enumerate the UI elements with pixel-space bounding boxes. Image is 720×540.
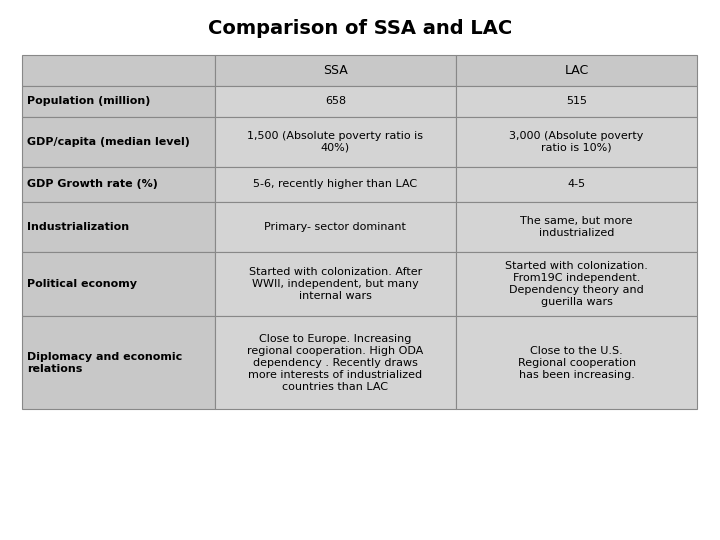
Text: Political economy: Political economy <box>27 279 137 289</box>
Bar <box>215 252 456 316</box>
Bar <box>22 55 215 86</box>
Text: 658: 658 <box>325 96 346 106</box>
Bar <box>215 316 456 409</box>
Text: Primary- sector dominant: Primary- sector dominant <box>264 222 406 232</box>
Bar <box>215 202 456 252</box>
Bar <box>456 117 698 167</box>
Text: Started with colonization. After
WWII, independent, but many
internal wars: Started with colonization. After WWII, i… <box>248 267 422 301</box>
Bar <box>22 316 215 409</box>
Text: 5-6, recently higher than LAC: 5-6, recently higher than LAC <box>253 179 418 190</box>
Bar <box>456 86 698 117</box>
Text: GDP/capita (median level): GDP/capita (median level) <box>27 137 190 147</box>
Bar <box>215 117 456 167</box>
Bar <box>22 86 215 117</box>
Bar <box>215 167 456 202</box>
Text: Industrialization: Industrialization <box>27 222 129 232</box>
Text: 3,000 (Absolute poverty
ratio is 10%): 3,000 (Absolute poverty ratio is 10%) <box>510 131 644 153</box>
Text: 4-5: 4-5 <box>567 179 586 190</box>
Text: GDP Growth rate (%): GDP Growth rate (%) <box>27 179 158 190</box>
Text: Started with colonization.
From19C independent.
Dependency theory and
guerilla w: Started with colonization. From19C indep… <box>505 261 648 307</box>
Bar <box>215 55 456 86</box>
Bar <box>456 167 698 202</box>
Bar <box>22 202 215 252</box>
Text: Close to Europe. Increasing
regional cooperation. High ODA
dependency . Recently: Close to Europe. Increasing regional coo… <box>247 334 423 391</box>
Text: 1,500 (Absolute poverty ratio is
40%): 1,500 (Absolute poverty ratio is 40%) <box>248 131 423 153</box>
Bar <box>215 86 456 117</box>
Bar <box>456 202 698 252</box>
Text: Diplomacy and economic
relations: Diplomacy and economic relations <box>27 352 182 374</box>
Bar <box>22 117 215 167</box>
Bar <box>456 55 698 86</box>
Bar <box>22 252 215 316</box>
Bar <box>456 316 698 409</box>
Bar <box>22 167 215 202</box>
Text: Population (million): Population (million) <box>27 96 150 106</box>
Text: SSA: SSA <box>323 64 348 77</box>
Text: 515: 515 <box>566 96 587 106</box>
Text: The same, but more
industrialized: The same, but more industrialized <box>521 216 633 238</box>
Text: Close to the U.S.
Regional cooperation
has been increasing.: Close to the U.S. Regional cooperation h… <box>518 346 636 380</box>
Text: LAC: LAC <box>564 64 589 77</box>
Bar <box>456 252 698 316</box>
Text: Comparison of SSA and LAC: Comparison of SSA and LAC <box>208 18 512 37</box>
